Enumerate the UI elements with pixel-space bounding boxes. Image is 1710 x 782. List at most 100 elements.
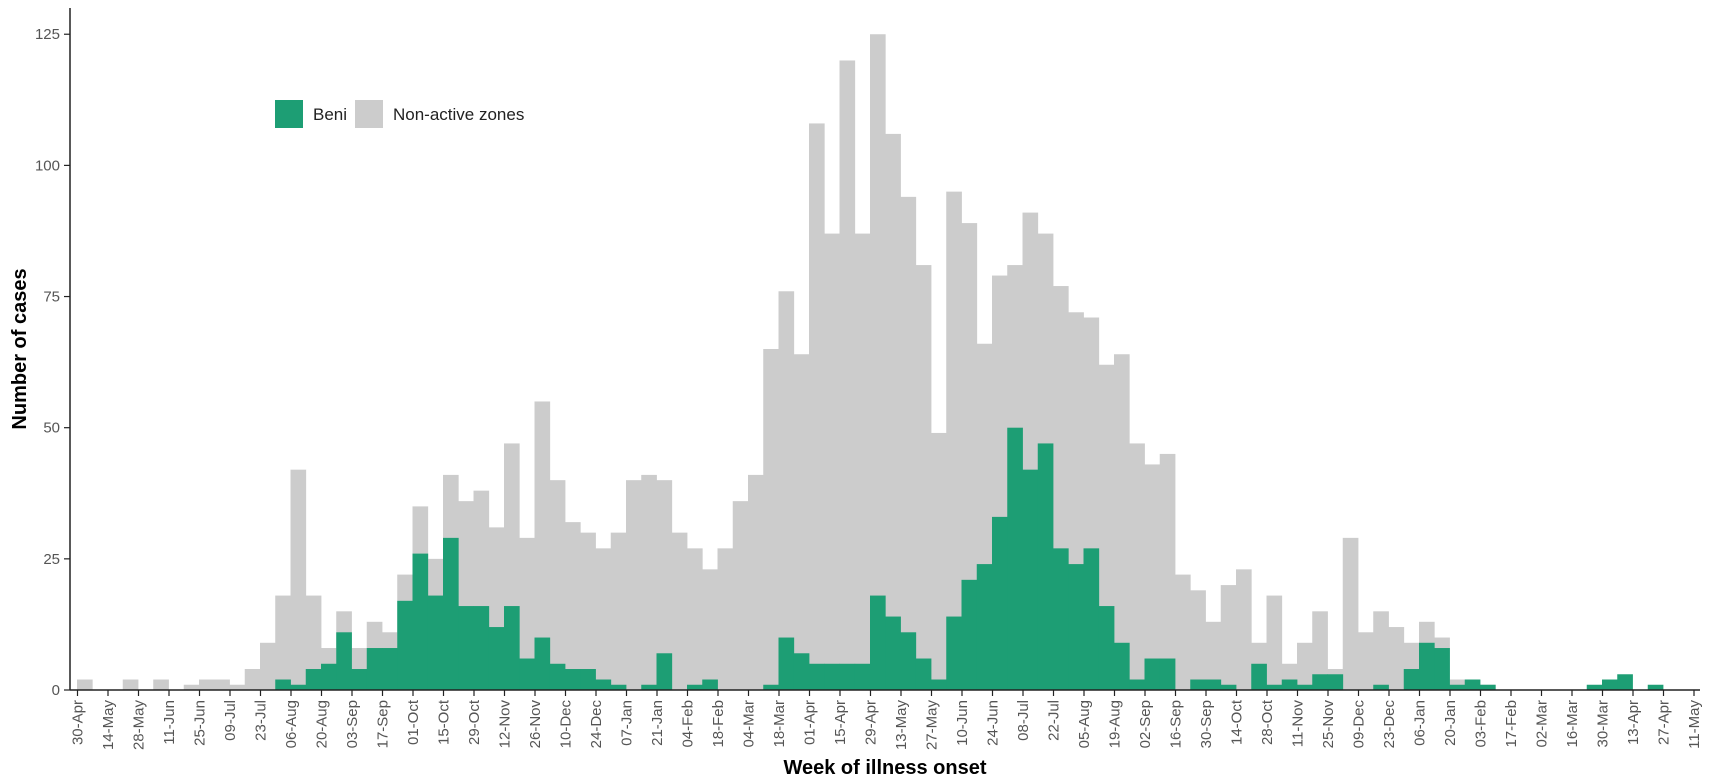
- bar-non-active-zones-80: [1297, 642, 1313, 690]
- bar-beni-65: [1068, 564, 1084, 690]
- x-tick-label-15-apr: 15-Apr: [832, 700, 849, 745]
- bar-beni-74: [1205, 679, 1222, 690]
- bar-beni-55: [915, 658, 932, 690]
- bar-non-active-zones-31: [549, 480, 566, 690]
- x-tick-label-04-mar: 04-Mar: [741, 700, 758, 748]
- x-axis-title: Week of illness onset: [783, 757, 986, 779]
- bar-beni-23: [427, 595, 444, 690]
- x-tick-label-09-jul: 09-Jul: [222, 700, 239, 741]
- bar-non-active-zones-15: [305, 595, 322, 690]
- x-tick-label-21-jan: 21-Jan: [649, 700, 666, 746]
- bar-non-active-zones-81: [1312, 611, 1328, 690]
- bar-beni-91: [1464, 679, 1481, 690]
- bar-beni-62: [1022, 469, 1039, 690]
- legend: Beni Non-active zones: [275, 100, 524, 128]
- bar-non-active-zones-10: [229, 684, 246, 690]
- bar-beni-50: [839, 663, 856, 690]
- bar-beni-49: [824, 663, 840, 690]
- bar-beni-14: [290, 684, 307, 690]
- bar-beni-37: [641, 684, 657, 690]
- bar-non-active-zones-84: [1358, 632, 1374, 690]
- bar-non-active-zones-37: [641, 474, 657, 690]
- bar-beni-75: [1220, 684, 1237, 690]
- bar-beni-81: [1312, 674, 1328, 690]
- y-tick-label-50: 50: [43, 420, 60, 437]
- x-tick-label-28-may: 28-May: [131, 700, 148, 751]
- bar-beni-17: [336, 632, 352, 690]
- x-tick-label-03-sep: 03-Sep: [344, 700, 361, 748]
- bar-non-active-zones-70: [1144, 464, 1161, 690]
- legend-swatch-beni: [275, 100, 303, 128]
- bar-beni-85: [1373, 684, 1389, 690]
- bar-non-active-zones-13: [275, 595, 291, 690]
- bar-non-active-zones-30: [534, 401, 551, 690]
- x-tick-label-06-jan: 06-Jan: [1412, 700, 1429, 746]
- bar-non-active-zones-34: [595, 548, 612, 690]
- bar-beni-46: [778, 637, 795, 690]
- bar-beni-21: [397, 600, 413, 690]
- x-tick-label-30-mar: 30-Mar: [1595, 700, 1612, 748]
- x-tick-label-11-jun: 11-Jun: [161, 700, 178, 745]
- x-tick-label-08-jul: 08-Jul: [1015, 700, 1032, 741]
- bar-beni-101: [1617, 674, 1633, 690]
- bar-beni-19: [366, 648, 383, 690]
- bar-beni-40: [687, 684, 703, 690]
- bar-non-active-zones-35: [610, 532, 627, 690]
- bar-beni-57: [946, 616, 962, 690]
- x-tick-label-10-dec: 10-Dec: [558, 700, 575, 749]
- bar-non-active-zones-75: [1220, 585, 1237, 690]
- bar-beni-38: [656, 653, 673, 690]
- x-tick-label-15-oct: 15-Oct: [436, 699, 453, 745]
- bar-beni-58: [961, 579, 978, 690]
- bar-non-active-zones-3: [122, 679, 139, 690]
- bar-non-active-zones-40: [687, 548, 703, 690]
- x-tick-label-18-feb: 18-Feb: [710, 700, 727, 748]
- bar-beni-88: [1419, 642, 1435, 690]
- bar-non-active-zones-29: [519, 537, 535, 690]
- bar-beni-48: [809, 663, 825, 690]
- bar-beni-67: [1098, 606, 1115, 690]
- bar-beni-22: [412, 553, 429, 690]
- legend-label-beni: Beni: [313, 105, 347, 124]
- bar-beni-71: [1159, 658, 1176, 690]
- bar-beni-73: [1190, 679, 1206, 690]
- bar-beni-33: [580, 669, 596, 690]
- x-tick-label-17-feb: 17-Feb: [1503, 700, 1520, 748]
- bar-non-active-zones-71: [1159, 453, 1176, 690]
- bar-non-active-zones-78: [1266, 595, 1283, 690]
- bar-beni-64: [1053, 548, 1069, 690]
- bar-non-active-zones-38: [656, 480, 673, 690]
- bar-non-active-zones-46: [778, 291, 795, 690]
- bar-non-active-zones-57: [946, 191, 962, 690]
- bar-non-active-zones-14: [290, 469, 307, 690]
- bar-non-active-zones-45: [763, 349, 779, 690]
- y-tick-label-125: 125: [35, 26, 60, 43]
- bar-beni-69: [1129, 679, 1145, 690]
- bar-non-active-zones-11: [244, 669, 261, 690]
- x-axis-ticks: 30-Apr 14-May 28-May 11-Jun 25-Jun 09-Jul 23-J…: [70, 690, 1703, 751]
- x-tick-label-27-apr: 27-Apr: [1656, 700, 1673, 745]
- bar-beni-82: [1327, 674, 1344, 690]
- x-tick-label-30-apr: 30-Apr: [70, 700, 87, 745]
- bar-beni-47: [793, 653, 810, 690]
- bar-beni-29: [519, 658, 535, 690]
- bar-non-active-zones-47: [793, 354, 810, 690]
- bar-non-active-zones-86: [1388, 627, 1405, 690]
- x-tick-label-28-oct: 28-Oct: [1259, 699, 1276, 745]
- bar-beni-53: [885, 616, 901, 690]
- bar-non-active-zones-56: [931, 432, 947, 690]
- bar-non-active-zones-33: [580, 532, 596, 690]
- x-tick-label-09-dec: 09-Dec: [1351, 700, 1368, 749]
- bar-beni-24: [443, 537, 459, 690]
- x-tick-label-22-jul: 22-Jul: [1046, 700, 1063, 741]
- x-tick-label-16-mar: 16-Mar: [1564, 700, 1581, 748]
- x-tick-label-13-may: 13-May: [893, 700, 910, 751]
- bar-beni-26: [473, 606, 490, 690]
- x-tick-label-29-oct: 29-Oct: [466, 699, 483, 745]
- x-tick-label-24-jun: 24-Jun: [985, 700, 1002, 746]
- bar-beni-60: [992, 516, 1008, 690]
- y-axis-title: Number of cases: [9, 268, 31, 429]
- y-tick-label-0: 0: [52, 682, 60, 699]
- bar-beni-66: [1083, 548, 1100, 690]
